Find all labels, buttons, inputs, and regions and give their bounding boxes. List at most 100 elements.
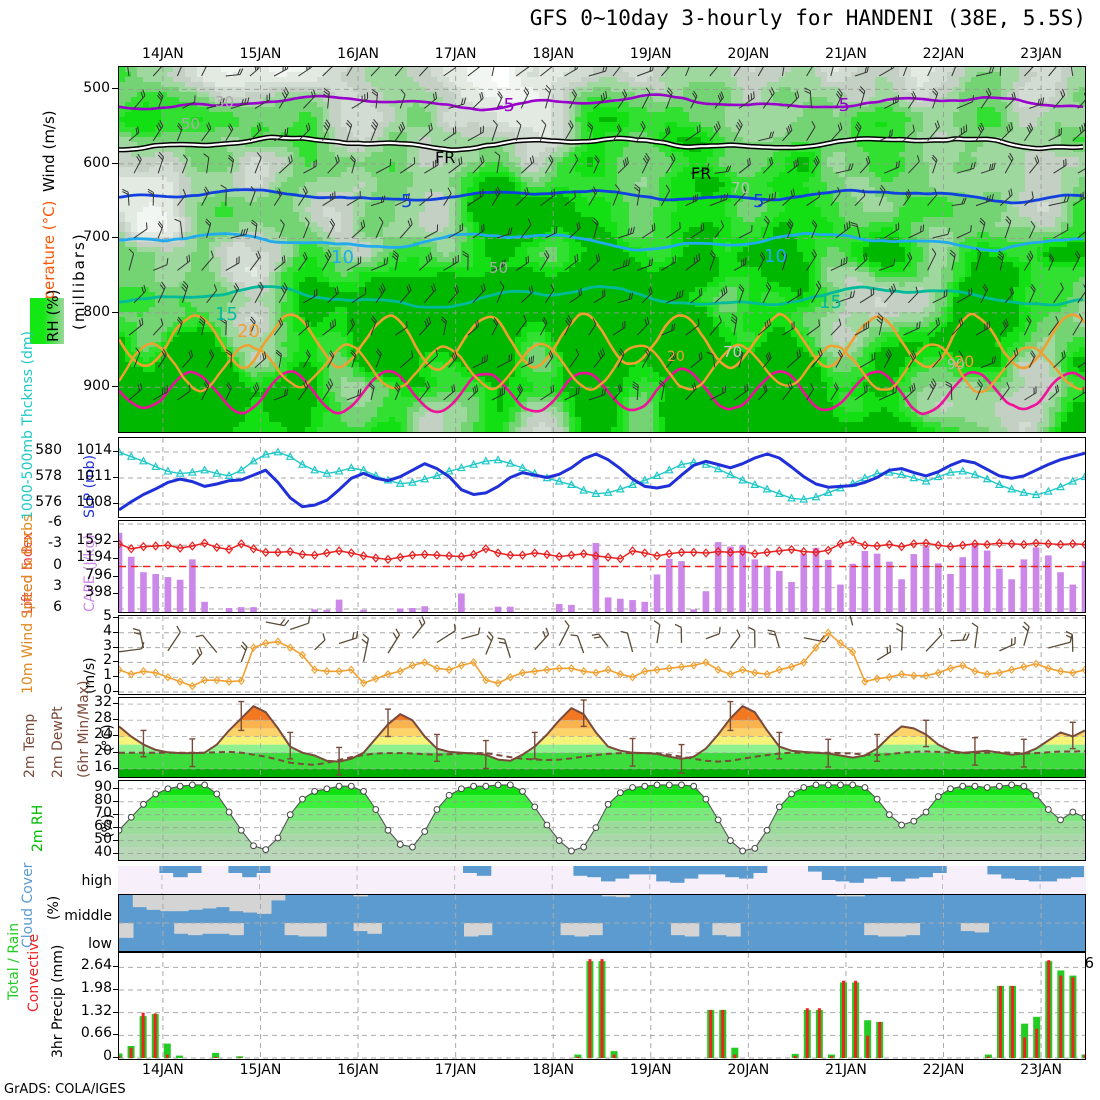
- data-marker: [346, 463, 356, 472]
- data-marker: [677, 547, 686, 558]
- wind-barb-feather: [359, 388, 362, 396]
- cape-bar: [678, 561, 685, 612]
- wind-barb-feather: [368, 384, 374, 390]
- wind-barb-feather: [771, 193, 774, 200]
- cape-bar: [653, 574, 661, 612]
- wind-barb-shaft: [491, 124, 498, 141]
- wind-barb-feather: [644, 350, 650, 357]
- wind-barb-feather: [480, 285, 484, 292]
- data-marker: [1007, 484, 1017, 493]
- wind-barb-feather: [837, 90, 842, 97]
- wind-barb-feather: [570, 634, 578, 637]
- data-marker: [127, 813, 135, 821]
- wind-barb-feather: [796, 351, 799, 358]
- wind-barb-feather: [477, 627, 481, 635]
- wind-barb-shaft: [903, 130, 915, 142]
- wind-barb-feather: [931, 248, 937, 255]
- wind-barb-shaft: [515, 320, 527, 336]
- wind-barb-feather: [889, 130, 891, 137]
- wind-barb-feather: [937, 317, 941, 325]
- wind-barb-feather: [475, 321, 478, 328]
- wind-barb-feather: [594, 155, 600, 161]
- wind-barb-shaft: [1072, 319, 1083, 336]
- wind-barb-feather: [1031, 191, 1034, 199]
- wind-barb-feather: [128, 248, 135, 254]
- wind-barb-shaft: [176, 67, 182, 77]
- wind-barb-feather: [510, 227, 513, 234]
- data-marker: [775, 665, 783, 675]
- wind-barb-feather: [748, 626, 755, 631]
- wind-barb-feather: [720, 195, 723, 202]
- precip-convective-bar: [842, 980, 845, 1058]
- wind-barb-shaft: [399, 356, 414, 368]
- wind-barb-shaft: [515, 125, 522, 141]
- wind-barb-feather: [475, 384, 479, 391]
- wind-barb-feather: [908, 251, 913, 259]
- wind-barb-feather: [1007, 155, 1013, 162]
- wind-barb-feather: [488, 631, 494, 638]
- wind-barb-feather: [692, 195, 695, 203]
- data-marker: [555, 551, 564, 562]
- wind-barb-feather: [627, 228, 630, 235]
- wind-barb-feather: [764, 384, 768, 391]
- wind-barb-feather: [243, 98, 247, 105]
- cape-bar: [739, 545, 746, 612]
- wind-barb-shaft: [399, 163, 415, 174]
- wind-barb-feather: [767, 353, 771, 360]
- wind-barb-feather: [369, 382, 375, 388]
- wind-barb-feather: [804, 87, 811, 92]
- cloud-bar: [463, 866, 478, 873]
- wind-barb-feather: [350, 319, 354, 327]
- cloud-bar: [849, 866, 864, 883]
- wind-barb-feather: [790, 190, 793, 197]
- wind-barb-feather: [378, 216, 384, 223]
- wind-barb-feather: [932, 154, 938, 161]
- data-marker: [567, 550, 576, 560]
- wind-barb-feather: [693, 90, 698, 97]
- thickness-tick-578: 578: [35, 468, 62, 484]
- wind-barb-feather: [233, 285, 238, 292]
- wind-barb-feather: [1003, 320, 1008, 327]
- wind-barb-shaft: [424, 355, 438, 368]
- data-marker: [481, 544, 490, 554]
- wind-barb-feather: [430, 122, 433, 130]
- data-marker: [494, 781, 502, 789]
- wind-barb-feather: [766, 281, 772, 288]
- data-marker: [408, 661, 417, 670]
- wind-barb-feather: [895, 161, 898, 169]
- precip-total-bar: [610, 1051, 618, 1058]
- cloud-bar: [697, 866, 713, 875]
- wind-barb-shaft: [496, 155, 501, 174]
- data-marker: [433, 806, 441, 813]
- precip-convective-bar: [165, 1054, 169, 1058]
- wind-barb-feather: [400, 89, 406, 95]
- data-marker: [531, 667, 539, 676]
- axis-tick: [113, 735, 118, 737]
- wind-barb-feather: [137, 153, 142, 160]
- wind-barb-feather: [1079, 126, 1082, 134]
- precip-tick-0: 0: [103, 1048, 112, 1064]
- cloud-bar: [725, 866, 740, 878]
- wind-barb-feather: [482, 283, 486, 290]
- precip-convective-bar: [793, 1055, 797, 1058]
- wind-barb-feather: [393, 250, 399, 256]
- data-marker: [579, 485, 589, 494]
- precip-convective-bar: [998, 985, 1002, 1058]
- wind-barb-feather: [498, 641, 506, 645]
- wind-barb-feather: [930, 380, 936, 387]
- wind-barb-feather: [503, 259, 506, 266]
- isotherm-line: [119, 232, 1084, 253]
- wind-barb-shaft: [133, 228, 148, 239]
- precip-convective-bar: [878, 1021, 882, 1058]
- wind-barb-feather: [543, 316, 548, 323]
- wind-barb-shaft: [424, 230, 438, 239]
- precip-panel: [118, 952, 1086, 1060]
- wind-barb-feather: [648, 259, 651, 267]
- precip-total-bar: [984, 1054, 992, 1058]
- wind-barb-feather: [190, 349, 194, 357]
- data-marker: [298, 650, 307, 660]
- wind-barb-feather: [671, 324, 674, 331]
- wind-barb-shaft: [733, 192, 747, 206]
- wind-barb-feather: [764, 321, 767, 329]
- data-marker: [1007, 539, 1016, 549]
